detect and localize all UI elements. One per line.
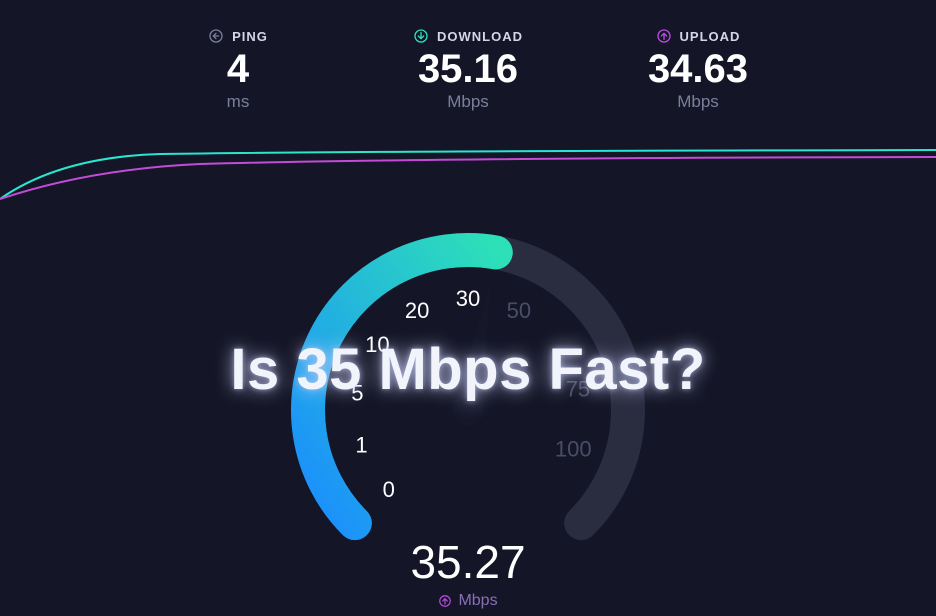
svg-text:100: 100: [555, 436, 592, 461]
speed-gauge: 01 510 20 30 50 75 100 35.27 Mbps: [238, 200, 698, 616]
ping-icon: [208, 28, 224, 44]
svg-text:10: 10: [365, 332, 389, 357]
upload-metric: UPLOAD 34.63 Mbps: [628, 28, 768, 112]
upload-label: UPLOAD: [680, 29, 741, 44]
ping-metric: PING 4 ms: [168, 28, 308, 112]
gauge-unit: Mbps: [458, 592, 497, 610]
download-metric: DOWNLOAD 35.16 Mbps: [398, 28, 538, 112]
svg-text:20: 20: [405, 298, 429, 323]
download-label: DOWNLOAD: [437, 29, 523, 44]
download-icon: [413, 28, 429, 44]
svg-text:0: 0: [383, 477, 395, 502]
upload-icon: [656, 28, 672, 44]
svg-text:75: 75: [566, 377, 590, 402]
top-metrics-row: PING 4 ms DOWNLOAD 35.16 Mbps UPLOAD 34.…: [0, 0, 936, 112]
gauge-unit-row: Mbps: [238, 592, 698, 610]
svg-text:1: 1: [355, 433, 367, 458]
ping-label: PING: [232, 29, 268, 44]
svg-text:30: 30: [456, 286, 480, 311]
speed-trace: [0, 145, 936, 205]
download-unit: Mbps: [398, 92, 538, 112]
gauge-upload-icon: [438, 594, 452, 608]
svg-text:50: 50: [507, 298, 531, 323]
svg-text:5: 5: [351, 380, 363, 405]
ping-value: 4: [168, 48, 308, 90]
upload-unit: Mbps: [628, 92, 768, 112]
gauge-current-value: 35.27: [238, 535, 698, 589]
download-value: 35.16: [398, 48, 538, 90]
ping-unit: ms: [168, 92, 308, 112]
upload-value: 34.63: [628, 48, 768, 90]
